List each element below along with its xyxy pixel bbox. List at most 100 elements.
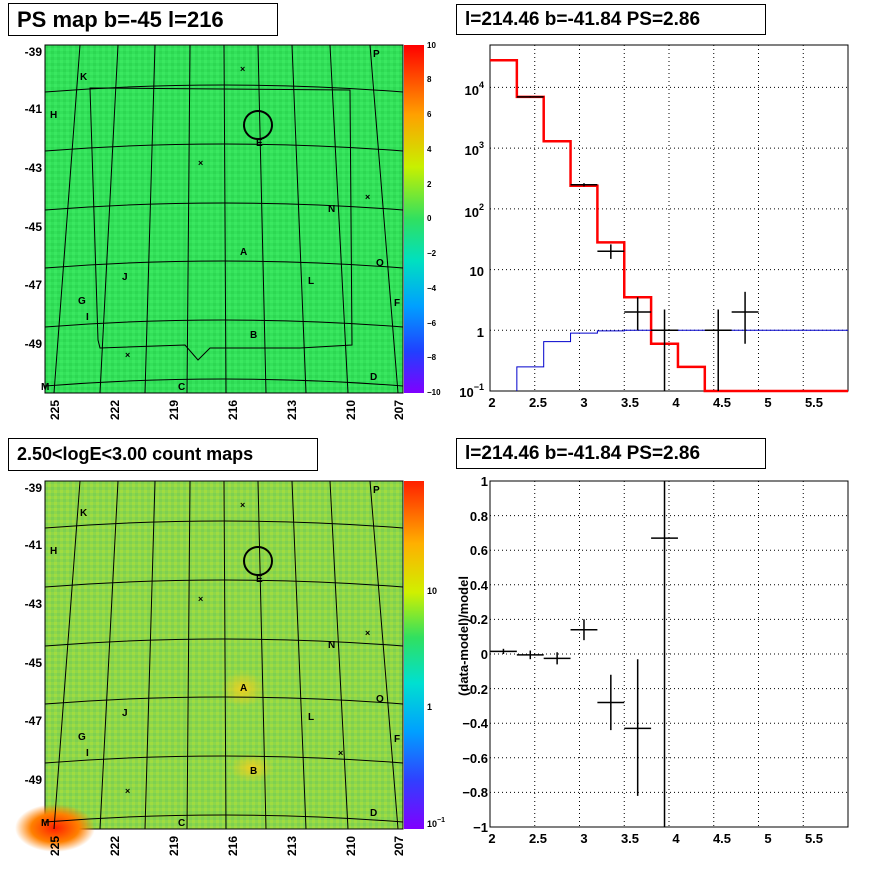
source-label-d: D (370, 372, 377, 383)
map-grid (44, 44, 404, 394)
svg-text:225: 225 (48, 836, 62, 856)
svg-text:2: 2 (488, 395, 495, 410)
svg-text:×: × (198, 158, 203, 168)
svg-text:3.5: 3.5 (621, 831, 639, 846)
svg-text:210: 210 (344, 400, 358, 420)
source-label-c: C (178, 382, 185, 393)
svg-text:104: 104 (465, 80, 484, 98)
source-label-e: E (256, 138, 263, 149)
source-markers: × × × × (125, 64, 370, 360)
svg-text:4: 4 (427, 145, 432, 154)
svg-text:×: × (240, 500, 245, 510)
model-step-line (490, 59, 848, 393)
colorbar-ticks: 10 8 6 4 2 0 −2 −4 −6 −8 −10 (427, 41, 441, 397)
svg-text:−0.8: −0.8 (462, 785, 488, 800)
svg-text:−0.4: −0.4 (462, 716, 488, 731)
svg-text:-39: -39 (25, 481, 43, 495)
svg-text:4.5: 4.5 (713, 831, 731, 846)
svg-text:−1: −1 (473, 820, 488, 835)
svg-text:-45: -45 (25, 656, 43, 670)
svg-text:213: 213 (285, 400, 299, 420)
svg-text:−4: −4 (427, 284, 437, 293)
svg-text:5: 5 (764, 831, 771, 846)
hotspot-m (15, 804, 95, 852)
count-map-y-ticks: -39 -41 -43 -45 -47 -49 (25, 481, 43, 787)
svg-text:219: 219 (167, 400, 181, 420)
count-map-title: 2.50<logE<3.00 count maps (8, 438, 318, 471)
count-label-j: J (122, 708, 128, 719)
svg-text:×: × (338, 748, 343, 758)
spectrum-grid (490, 45, 848, 391)
svg-text:×: × (365, 628, 370, 638)
count-label-n: N (328, 640, 335, 651)
source-label-n: N (328, 204, 335, 215)
svg-text:0.2: 0.2 (470, 612, 488, 627)
svg-text:-49: -49 (25, 773, 43, 787)
count-label-a: A (240, 683, 247, 694)
svg-text:210: 210 (344, 836, 358, 856)
source-label-b: B (250, 330, 257, 341)
svg-text:4: 4 (672, 395, 680, 410)
svg-text:219: 219 (167, 836, 181, 856)
residual-grid (490, 481, 848, 827)
svg-text:×: × (125, 350, 130, 360)
residual-ylabel: (data-model)/model (456, 576, 471, 696)
spectrum-panel: 2 2.5 3 3.5 4 4.5 5 5.5 104 103 102 10 1… (459, 44, 849, 410)
svg-text:5: 5 (764, 395, 771, 410)
svg-text:−0.2: −0.2 (462, 682, 488, 697)
svg-text:1: 1 (481, 474, 488, 489)
svg-text:-45: -45 (25, 220, 43, 234)
svg-text:10: 10 (470, 264, 484, 279)
svg-text:10: 10 (427, 586, 437, 596)
svg-text:×: × (125, 786, 130, 796)
colorbar (404, 45, 424, 393)
svg-text:×: × (365, 192, 370, 202)
svg-text:1: 1 (427, 702, 432, 712)
svg-text:−10: −10 (427, 388, 441, 397)
count-source-labels: K H E N A O J L G I F B M C D P (41, 485, 400, 829)
source-label-m: M (41, 382, 49, 393)
count-label-o: O (376, 694, 384, 705)
svg-text:-43: -43 (25, 597, 43, 611)
count-label-g: G (78, 732, 86, 743)
svg-text:6: 6 (427, 110, 432, 119)
count-colorbar-ticks: 10 1 10−1 (427, 586, 445, 829)
svg-text:216: 216 (226, 836, 240, 856)
count-colorbar (404, 481, 424, 829)
svg-text:207: 207 (392, 400, 406, 420)
hotspot-b (230, 754, 274, 782)
svg-text:3: 3 (580, 831, 587, 846)
residual-title: l=214.46 b=-41.84 PS=2.86 (456, 438, 766, 469)
residual-y-ticks: 1 0.8 0.6 0.4 0.2 0 −0.2 −0.4 −0.6 −0.8 … (462, 474, 488, 835)
svg-text:2.5: 2.5 (529, 831, 547, 846)
svg-text:103: 103 (465, 140, 484, 158)
svg-text:−2: −2 (427, 249, 437, 258)
svg-text:0.6: 0.6 (470, 543, 488, 558)
svg-text:4.5: 4.5 (713, 395, 731, 410)
svg-text:-41: -41 (25, 538, 43, 552)
svg-text:-43: -43 (25, 161, 43, 175)
source-label-a: A (240, 247, 247, 258)
count-label-l: L (308, 712, 314, 723)
svg-text:4: 4 (672, 831, 680, 846)
spectrum-x-ticks: 2 2.5 3 3.5 4 4.5 5 5.5 (488, 395, 823, 410)
svg-text:2.5: 2.5 (529, 395, 547, 410)
svg-text:3: 3 (580, 395, 587, 410)
svg-text:225: 225 (48, 400, 62, 420)
source-label-h: H (50, 110, 57, 121)
source-label-g: G (78, 296, 86, 307)
count-map-panel: × × × × × K H E N A O J L G I F B M C D P -3… (15, 480, 445, 856)
svg-text:-39: -39 (25, 45, 43, 59)
residual-panel: (data-model)/model 2 2.5 3 3.5 4 4.5 5 5… (456, 474, 849, 846)
spectrum-y-ticks: 104 103 102 10 1 10−1 (459, 80, 484, 400)
source-label-l: L (308, 276, 314, 287)
source-circle (243, 110, 273, 140)
count-source-markers: × × × × × (125, 500, 370, 796)
ps-map-panel: × × × × K H E N A O J L G I F B M C D P -39… (25, 41, 441, 420)
residual-data-points (490, 481, 678, 827)
spectrum-title: l=214.46 b=-41.84 PS=2.86 (456, 4, 766, 35)
count-label-k: K (80, 508, 88, 519)
svg-text:-47: -47 (25, 278, 43, 292)
svg-text:1: 1 (477, 325, 484, 340)
svg-text:102: 102 (465, 202, 484, 220)
